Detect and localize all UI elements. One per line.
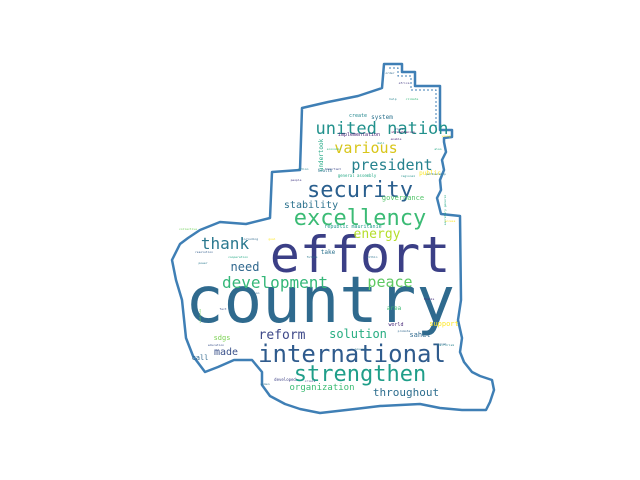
word-strengthening: strengthening [391, 130, 415, 134]
word-mali: mali [377, 141, 384, 145]
word-effort: effort [270, 226, 451, 284]
word-secretary-general: secretary general [443, 194, 447, 225]
word-create: create [349, 113, 367, 119]
word-fact: fact [219, 307, 226, 311]
map-outline [170, 62, 496, 415]
word-support: support [429, 320, 459, 328]
word-energy: energy [354, 227, 401, 242]
word-thank: thank [201, 234, 250, 253]
word-undertook: undertook [318, 138, 325, 171]
word-strengthen: strengthen [294, 362, 426, 387]
word-security: security [307, 178, 413, 203]
word-partnership: partnership [426, 172, 446, 176]
word-need: need [231, 260, 260, 274]
word-thanks: thanks [424, 297, 435, 301]
word-developed: developed [274, 377, 296, 382]
word-reform: reform [259, 328, 306, 343]
word-sdgs: sdgs [214, 334, 231, 342]
word-general-assembly: general assembly [338, 173, 377, 178]
word-take: take [321, 249, 336, 256]
word-various: various [334, 139, 397, 157]
word-order: order [385, 71, 394, 75]
word-also: also [434, 147, 441, 151]
word-system: system [371, 114, 393, 121]
word-including: including [242, 237, 258, 241]
word-solution: solution [329, 327, 387, 341]
word-throughout: throughout [373, 386, 439, 399]
word-public: public [419, 170, 441, 177]
word-regional: regional [401, 174, 416, 178]
word-future: future [307, 255, 318, 259]
map-outline-inner [389, 67, 437, 132]
word-region: region [249, 291, 260, 295]
word-world: world [388, 322, 403, 328]
word-education: education [208, 343, 224, 347]
word-organization: organization [289, 383, 354, 393]
word-goal: goal [268, 237, 275, 241]
word-promote: promote [398, 329, 411, 333]
word-economic: economic [327, 147, 342, 151]
word-president: president [351, 156, 432, 174]
word-enable: enable [391, 137, 402, 141]
word-peace: peace [367, 273, 412, 291]
word-united-nation: united nation [315, 119, 448, 139]
word-climate: climate [406, 97, 419, 101]
word-access: access [445, 219, 456, 223]
word-africa: africa [399, 81, 410, 85]
word-republic-mauritanie: republic mauritanie [324, 224, 381, 230]
word-action: action [298, 167, 309, 171]
word-implementation: implementation [338, 132, 380, 138]
word-area: area [387, 305, 402, 312]
word-international: international [258, 340, 446, 368]
word-crisis: crisis [305, 379, 316, 383]
word-made: made [214, 347, 238, 358]
word-poverty: poverty [355, 347, 368, 351]
word-help: help [389, 97, 396, 101]
word-stability: stability [284, 200, 338, 211]
word-cooperation: cooperation [228, 255, 248, 259]
word-people: people [291, 178, 302, 182]
word-resolution: resolution [195, 250, 213, 254]
word-excellency: excellency [294, 206, 426, 231]
word-sahel: sahel [409, 331, 430, 339]
word-women: women [260, 382, 269, 386]
word-governance: governance [382, 194, 424, 202]
word-program: program [434, 342, 447, 346]
word-health: health [318, 168, 333, 173]
word-country: country [185, 264, 455, 338]
word-state: state [394, 127, 403, 131]
word-within: within [367, 255, 378, 259]
word-collective: collective [179, 227, 197, 231]
word-young: young [441, 134, 450, 138]
word-important: important [325, 167, 341, 171]
word-terrorism: terrorism [438, 343, 454, 347]
word-call: call [192, 354, 209, 362]
word-development: development [222, 273, 328, 292]
word-violence: violence [198, 309, 202, 324]
word-power: power [198, 261, 207, 265]
